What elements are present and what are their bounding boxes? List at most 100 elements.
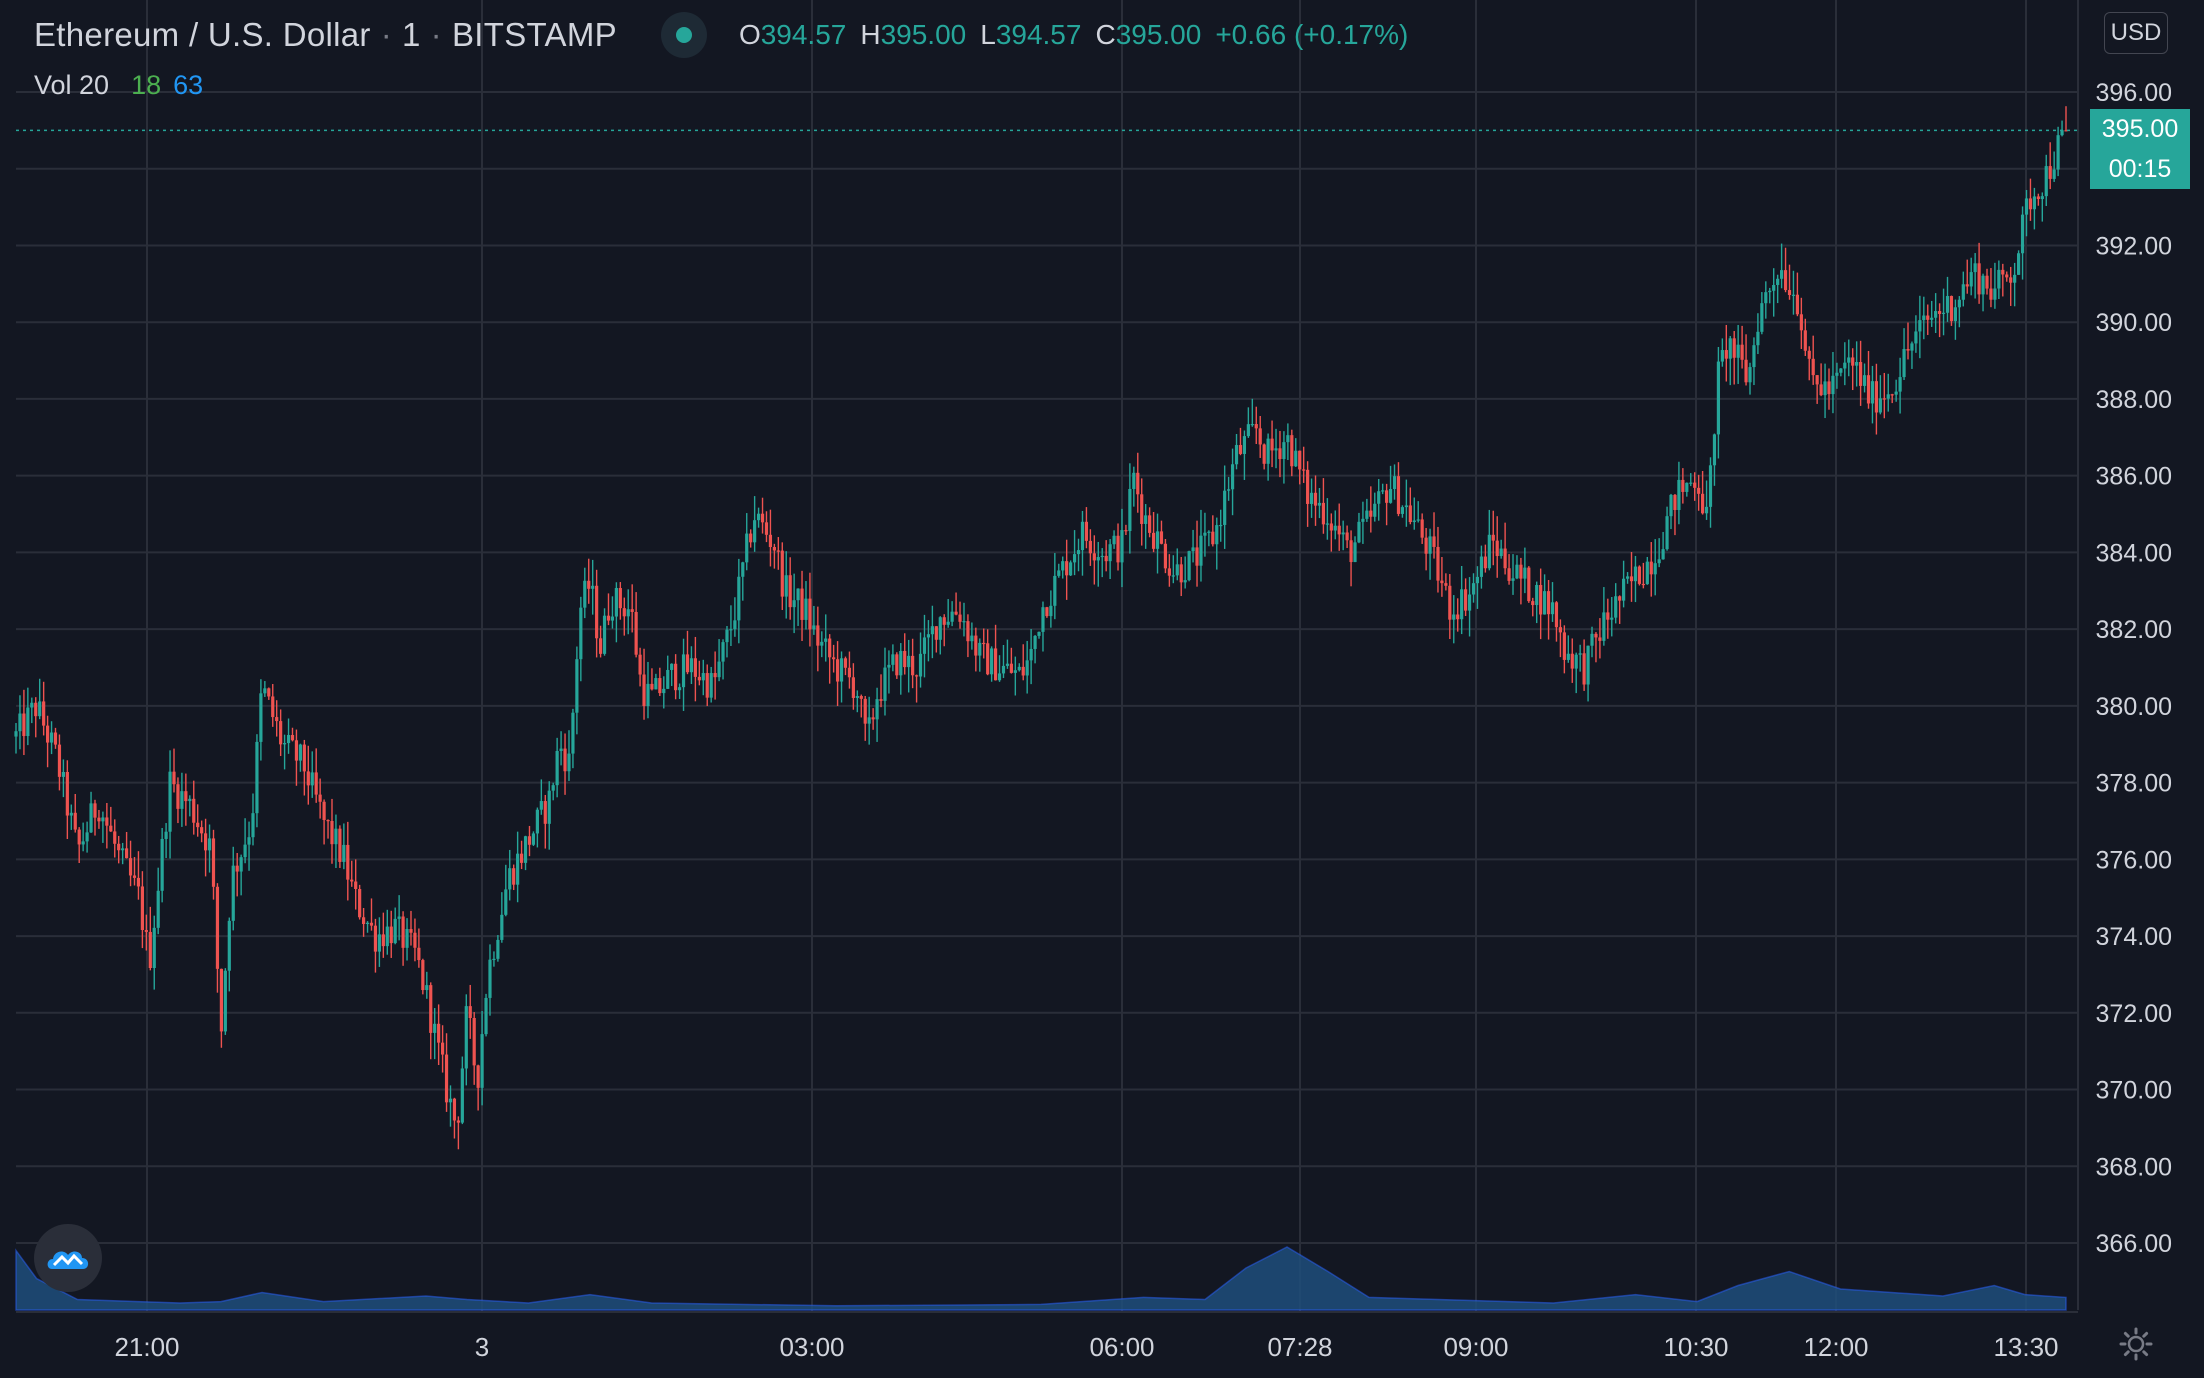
candle <box>1622 560 1626 608</box>
candle <box>804 581 808 630</box>
candle <box>1392 464 1397 500</box>
candle <box>397 895 401 941</box>
close-value: 395.00 <box>1115 19 1202 50</box>
candle <box>1799 297 1803 349</box>
candle <box>203 818 208 877</box>
candle <box>57 734 62 791</box>
candle <box>1926 304 1930 335</box>
candle <box>1416 501 1420 523</box>
candle <box>1120 508 1124 588</box>
candle <box>1230 448 1235 516</box>
candle <box>1033 635 1037 664</box>
settings-gear-icon[interactable] <box>2118 1326 2154 1362</box>
candle <box>401 911 405 966</box>
candle <box>993 624 998 681</box>
candle <box>1124 524 1128 535</box>
candle <box>1171 555 1175 584</box>
candle <box>389 910 393 958</box>
candle <box>1140 478 1144 546</box>
candle <box>504 864 508 917</box>
candle <box>1049 590 1053 628</box>
candle <box>1013 656 1017 696</box>
candle <box>476 1064 480 1111</box>
candle <box>1404 479 1408 527</box>
candle <box>1278 430 1282 478</box>
candle <box>918 632 923 688</box>
symbol-legend[interactable]: Ethereum / U.S. Dollar · 1 · BITSTAMP O3… <box>34 12 1408 58</box>
candle <box>1685 482 1689 497</box>
candle <box>354 859 358 910</box>
candle <box>832 644 836 673</box>
candle <box>1558 619 1563 658</box>
candle <box>547 781 551 850</box>
price-tick-label: 390.00 <box>2096 309 2172 337</box>
candle <box>65 760 69 840</box>
candle <box>1088 529 1092 566</box>
candle <box>986 629 990 676</box>
candle <box>1618 595 1622 624</box>
candle <box>1677 461 1681 525</box>
candle <box>1270 420 1274 468</box>
candle <box>1554 601 1559 642</box>
candle <box>618 582 622 620</box>
candle <box>934 626 938 653</box>
candle <box>1847 339 1851 377</box>
tradingview-logo-button[interactable] <box>34 1224 102 1292</box>
candle <box>1527 566 1531 603</box>
candle <box>73 793 77 833</box>
candle <box>61 759 65 798</box>
candle <box>1136 452 1140 513</box>
candle <box>350 860 354 887</box>
candle <box>1550 582 1555 622</box>
candle <box>492 951 496 967</box>
candle <box>184 773 188 826</box>
candle <box>1187 550 1191 582</box>
candle <box>1941 288 1946 336</box>
currency-button[interactable]: USD <box>2104 12 2168 54</box>
candle <box>997 655 1002 682</box>
candle <box>1503 522 1507 575</box>
price-tick-label: 386.00 <box>2096 463 2172 491</box>
candle <box>820 631 824 658</box>
candle <box>1092 535 1096 585</box>
candle <box>215 883 220 993</box>
candle <box>484 993 488 1037</box>
candle <box>1720 338 1724 367</box>
candle <box>1874 363 1879 435</box>
candle <box>448 1085 453 1127</box>
candle <box>109 806 113 832</box>
candle <box>523 835 528 871</box>
live-status-indicator[interactable] <box>660 12 707 58</box>
price-tick-label: 384.00 <box>2096 539 2172 567</box>
candle <box>101 811 105 843</box>
candle <box>756 507 761 528</box>
candle <box>970 622 974 650</box>
candle <box>1491 510 1495 566</box>
candle <box>1436 526 1440 593</box>
candle <box>282 734 287 770</box>
candle <box>444 1033 449 1112</box>
candle <box>1353 536 1357 563</box>
candle <box>1365 498 1369 522</box>
candle <box>1084 507 1089 549</box>
candle <box>1325 498 1329 540</box>
candle <box>464 994 468 1086</box>
candle <box>1716 346 1721 459</box>
candle <box>1369 486 1373 533</box>
candle <box>535 807 539 848</box>
candle <box>1862 363 1867 393</box>
candle <box>460 1056 464 1125</box>
candle <box>188 795 192 817</box>
volume-label: Vol 20 <box>34 70 110 100</box>
candle <box>1653 539 1657 596</box>
candle <box>1159 520 1164 545</box>
price-tick-label: 368.00 <box>2096 1153 2172 1181</box>
candle <box>650 668 654 691</box>
candle <box>1776 274 1780 304</box>
candle <box>598 625 603 658</box>
candle <box>1985 268 1989 295</box>
candle <box>847 651 852 689</box>
candle <box>318 778 322 819</box>
volume-legend[interactable]: Vol 20 18 63 <box>34 70 203 101</box>
